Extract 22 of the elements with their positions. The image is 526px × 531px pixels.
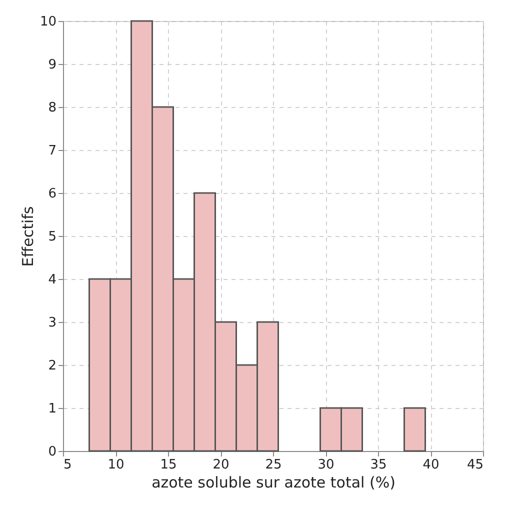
x-tick-label: 35 bbox=[370, 458, 387, 472]
x-tick-label: 45 bbox=[466, 458, 484, 472]
y-tick-label: 10 bbox=[40, 14, 56, 30]
x-axis-title: azote soluble sur azote total (%) bbox=[152, 474, 396, 492]
y-tick-label: 3 bbox=[48, 316, 56, 330]
x-tick-label: 30 bbox=[318, 458, 334, 472]
x-tick-label: 40 bbox=[422, 458, 440, 472]
y-tick-label: 5 bbox=[48, 230, 56, 244]
x-tick-label: 10 bbox=[108, 458, 124, 472]
y-tick-label: 9 bbox=[48, 58, 56, 72]
y-tick-label: 6 bbox=[48, 186, 56, 202]
y-tick-label: 0 bbox=[48, 444, 56, 460]
y-tick-label: 1 bbox=[48, 402, 56, 416]
y-axis-title: Effectifs bbox=[18, 206, 37, 267]
y-tick-label: 7 bbox=[48, 144, 56, 158]
y-tick-label: 8 bbox=[48, 100, 56, 116]
x-tick-label: 5 bbox=[64, 458, 72, 472]
x-tick-label: 15 bbox=[160, 458, 177, 472]
y-tick-label: 4 bbox=[48, 272, 56, 288]
x-tick-label: 25 bbox=[265, 458, 282, 472]
y-tick-label: 2 bbox=[48, 358, 56, 374]
x-tick-label: 20 bbox=[212, 458, 230, 472]
